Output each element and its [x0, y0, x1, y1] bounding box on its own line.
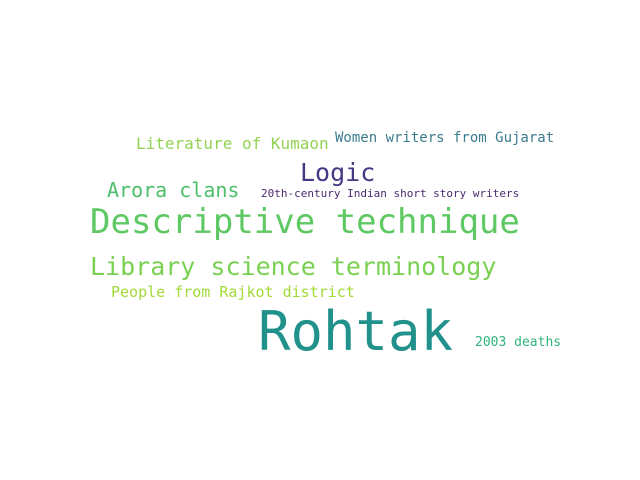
word-library-science-terminology: Library science terminology [90, 252, 497, 281]
word-arora-clans: Arora clans [107, 178, 240, 202]
word-people-from-rajkot-district: People from Rajkot district [111, 283, 355, 301]
word-literature-of-kumaon: Literature of Kumaon [136, 134, 329, 153]
word-descriptive-technique: Descriptive technique [90, 202, 520, 242]
word-20th-century-indian-short-story-writers: 20th-century Indian short story writers [261, 187, 520, 200]
word-2003-deaths: 2003 deaths [475, 335, 562, 350]
word-logic: Logic [300, 158, 376, 187]
word-rohtak: Rohtak [258, 300, 454, 363]
word-women-writers-from-gujarat: Women writers from Gujarat [335, 130, 555, 146]
